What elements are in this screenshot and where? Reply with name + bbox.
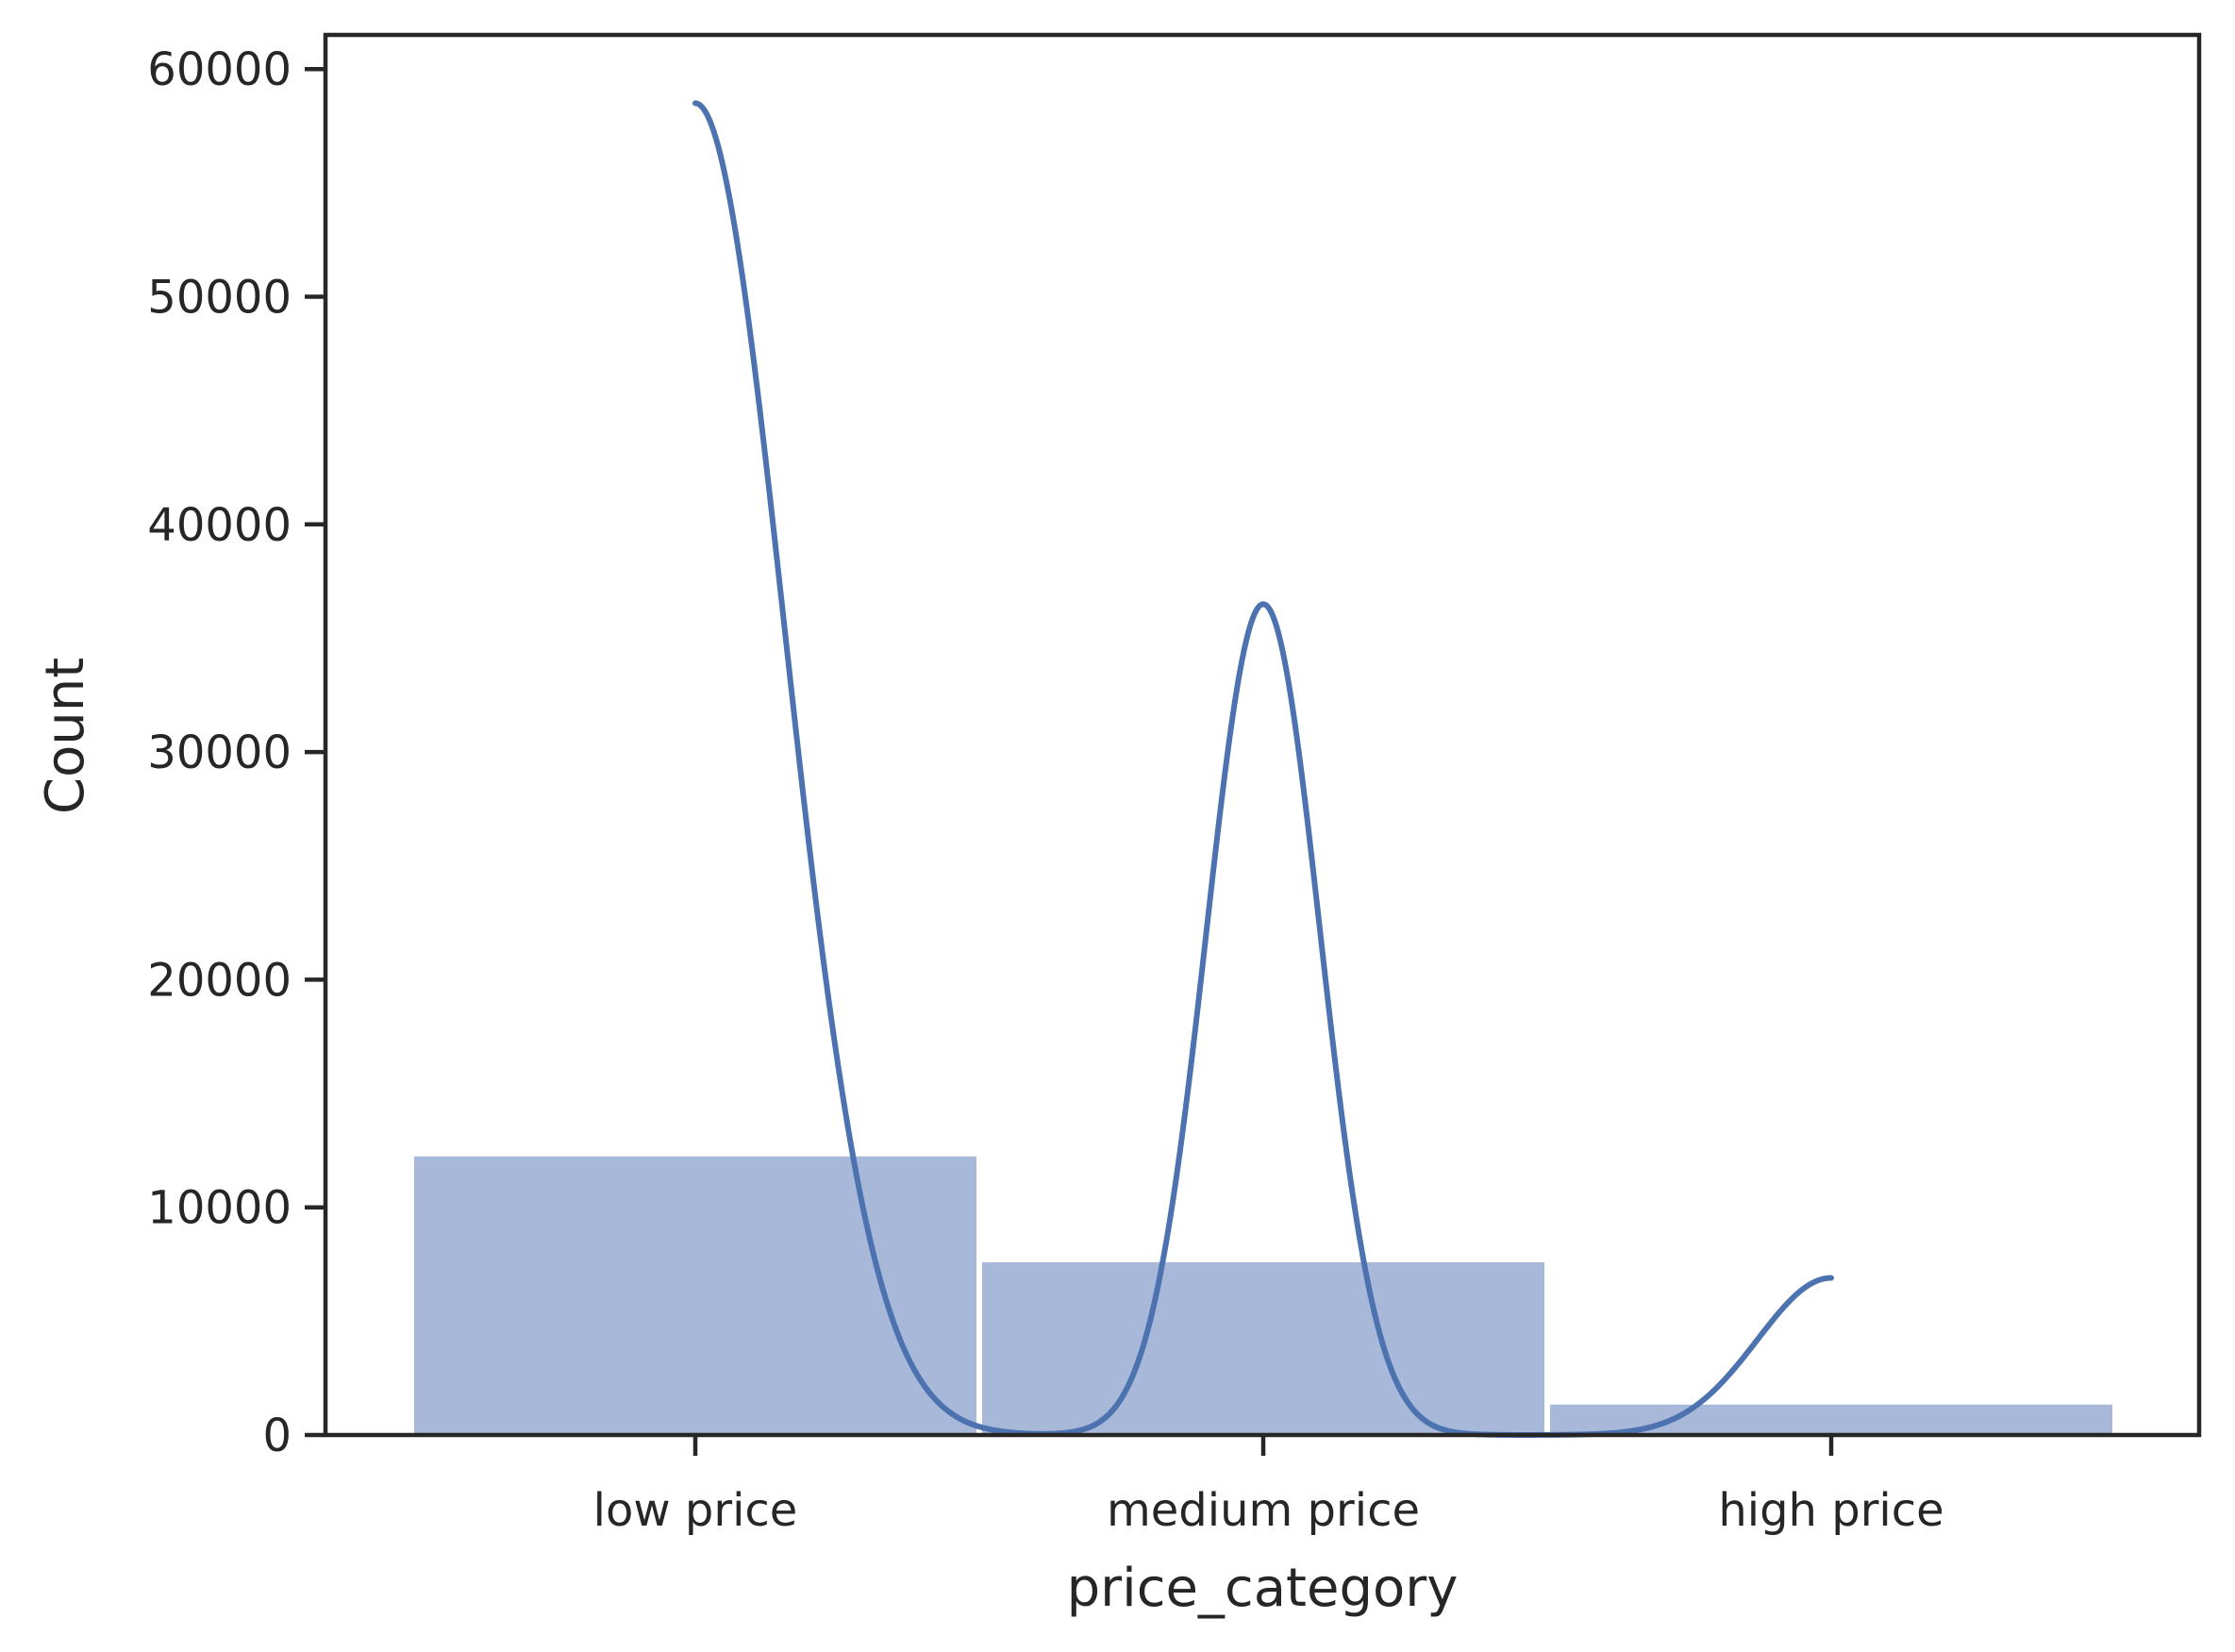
bar-low-price — [411, 1153, 979, 1437]
y-tick-label: 0 — [262, 1410, 292, 1462]
kde-line — [692, 100, 1834, 1438]
y-tick-label: 30000 — [147, 726, 292, 779]
y-tick-label: 10000 — [147, 1182, 292, 1235]
y-axis: 0 10000 20000 30000 40000 50000 60000 — [147, 43, 325, 1462]
y-tick-label: 60000 — [147, 43, 292, 96]
y-tick-label: 40000 — [147, 499, 292, 552]
x-tick-label: low price — [593, 1484, 798, 1537]
y-tick-label: 20000 — [147, 954, 292, 1007]
x-tick-label: medium price — [1107, 1484, 1420, 1537]
y-tick-label: 50000 — [147, 271, 292, 324]
x-axis: low price medium price high price — [593, 1435, 1944, 1537]
y-axis-label: Count — [35, 658, 96, 814]
x-axis-label: price_category — [1067, 1558, 1459, 1619]
x-tick-label: high price — [1718, 1484, 1943, 1537]
bars-group — [411, 1153, 2115, 1437]
bar-medium-price — [979, 1259, 1547, 1437]
